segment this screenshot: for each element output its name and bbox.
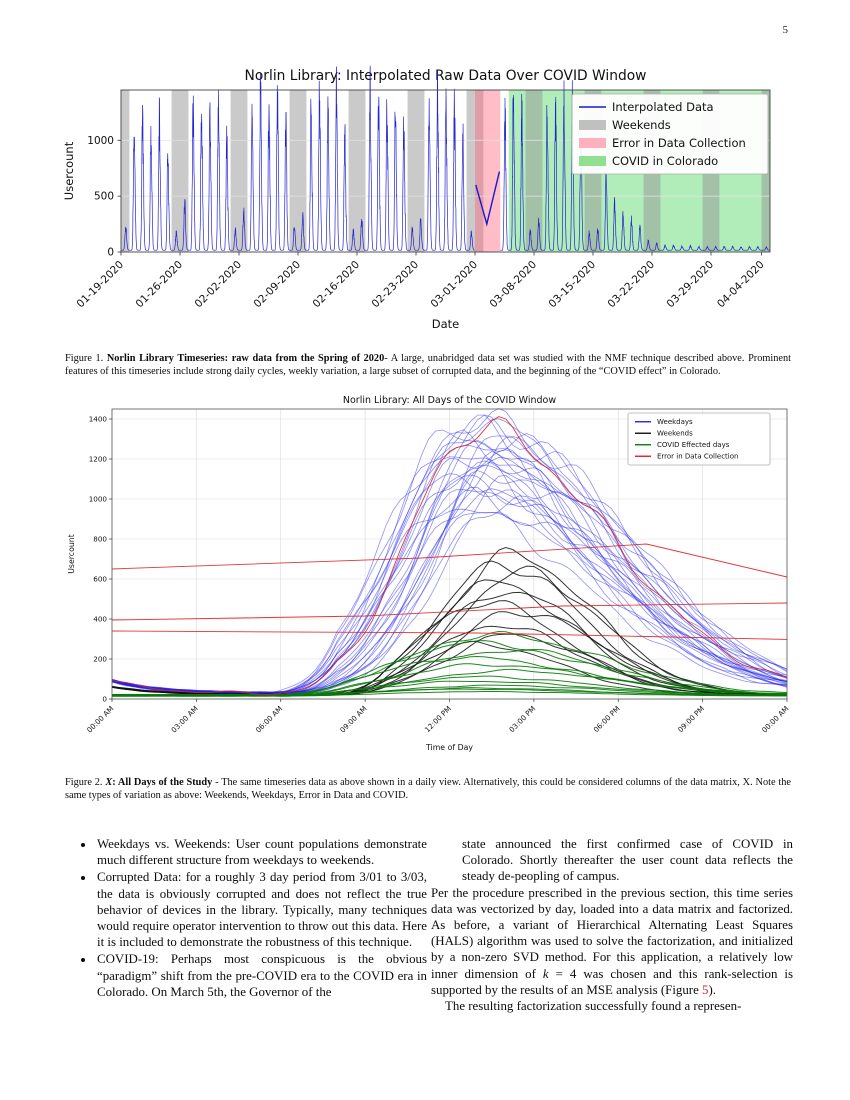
x-tick-label: 12:00 PM: [423, 704, 453, 734]
weekend-band: [289, 90, 307, 252]
text-run: Per the procedure prescribed in the prev…: [431, 885, 793, 981]
y-axis-label: Usercount: [62, 141, 76, 200]
error-bell-series: [111, 416, 788, 696]
x-tick-label: 03-08-2020: [487, 259, 539, 311]
x-tick-label: 01-19-2020: [74, 259, 126, 311]
y-tick-label: 800: [93, 535, 107, 544]
covid-series: [111, 630, 788, 697]
x-tick-label: 01-26-2020: [133, 259, 185, 311]
y-tick-label: 500: [94, 191, 114, 203]
x-tick-label: 03-29-2020: [664, 259, 716, 311]
body-left-column: Weekdays vs. Weekends: User count popula…: [65, 836, 427, 1001]
legend-label: COVID in Colorado: [612, 154, 718, 168]
legend-label: Interpolated Data: [612, 100, 714, 114]
x-tick-label: 02-02-2020: [192, 259, 244, 311]
figure-2-title: Norlin Library: All Days of the COVID Wi…: [343, 395, 556, 406]
x-tick-label: 04-04-2020: [715, 259, 767, 311]
x-tick-label: 03-15-2020: [546, 259, 598, 311]
text-run: k: [542, 966, 549, 981]
legend-swatch-3: [579, 156, 606, 166]
body-right-column: state announced the first confirmed case…: [431, 836, 793, 1014]
bullet-covid-19: COVID-19: Perhaps most conspicuous is th…: [95, 951, 427, 1000]
x-tick-label: 03:00 AM: [169, 704, 199, 734]
x-tick-label: 06:00 AM: [254, 704, 284, 734]
legend-swatch-1: [579, 120, 606, 130]
x-tick-label: 00:00 AM: [760, 704, 790, 734]
x-tick-label: 03:00 PM: [507, 704, 537, 734]
y-tick-label: 1000: [87, 135, 114, 147]
text-run: Figure 2.: [65, 777, 106, 788]
x-tick-label: 09:00 PM: [676, 704, 706, 734]
weekend-band: [407, 90, 425, 252]
x-tick-label: 03-22-2020: [605, 259, 657, 311]
figure-2-caption: Figure 2. X: All Days of the Study - The…: [65, 776, 791, 803]
paragraph-result: The resulting factorization successfully…: [445, 999, 742, 1014]
y-tick-label: 600: [93, 575, 107, 584]
bullet-continuation-text: state announced the first confirmed case…: [462, 837, 793, 884]
text-run: = 4 was chosen and this rank-selection i…: [431, 966, 794, 997]
y-tick-label: 400: [93, 615, 107, 624]
x-tick-label: 03-01-2020: [428, 259, 480, 311]
legend-label: Error in Data Collection: [612, 136, 746, 150]
text-run: ).: [708, 982, 716, 997]
text-run: Figure 1.: [65, 353, 107, 364]
x-tick-label: 00:00 AM: [85, 704, 115, 734]
figure-2-chart: Norlin Library: All Days of the COVID Wi…: [67, 395, 790, 752]
paragraph-factorization: Per the procedure prescribed in the prev…: [431, 885, 793, 998]
figure-2-legend: Weekdays Weekends COVID Effected days Error…: [627, 412, 771, 466]
figure-1-title: Norlin Library: Interpolated Raw Data Ov…: [245, 68, 647, 84]
legend-label: Weekends: [612, 118, 671, 132]
interpolated-segment: [475, 171, 501, 227]
weekend-band: [525, 90, 543, 252]
y-tick-label: 1200: [89, 455, 108, 464]
x-tick-label: 02-23-2020: [369, 259, 421, 311]
text-run: X: [105, 777, 113, 788]
y-tick-label: 1400: [89, 415, 108, 424]
weekend-band: [348, 90, 366, 252]
text-run: Norlin Library Timeseries: raw data from…: [106, 353, 385, 364]
interpolated-data-series: [121, 65, 770, 251]
plot-frame: [120, 89, 771, 253]
legend-label: COVID Effected days: [657, 441, 730, 449]
legend-swatch-2: [579, 138, 606, 148]
figure-1-caption: Figure 1. Norlin Library Timeseries: raw…: [65, 352, 791, 379]
x-tick-label: 02-16-2020: [310, 259, 362, 311]
y-tick-label: 0: [107, 247, 114, 259]
text-run: - The same timeseries data as above show…: [65, 777, 791, 802]
error-series: [111, 543, 788, 640]
weekend-band: [121, 90, 130, 252]
weekend-band: [466, 90, 484, 252]
x-tick-label: 02-09-2020: [251, 259, 303, 311]
error-band: [475, 90, 501, 252]
bullet-weekdays-vs-weekends: Weekdays vs. Weekends: User count popula…: [95, 836, 427, 868]
figure-1-legend: Interpolated Data Weekends Error in Data C…: [571, 93, 769, 175]
y-tick-label: 1000: [89, 495, 108, 504]
bullet-corrupted-data: Corrupted Data: for a roughly 3 day peri…: [95, 869, 427, 950]
text-run: - A large, unabridged data set was studi…: [65, 353, 791, 378]
x-axis-label: Time of Day: [425, 743, 473, 752]
page-number: 5: [782, 24, 789, 36]
bullet-list: Weekdays vs. Weekends: User count popula…: [65, 836, 427, 1000]
figure-5-reference[interactable]: 5: [702, 982, 709, 997]
y-tick-label: 200: [93, 655, 107, 664]
y-tick-label: 0: [102, 695, 107, 704]
x-tick-label: 06:00 PM: [592, 704, 622, 734]
y-axis-label: Usercount: [67, 534, 76, 574]
x-tick-label: 09:00 AM: [338, 704, 368, 734]
text-run: : All Days of the Study: [112, 777, 213, 788]
legend-label: Weekdays: [657, 418, 693, 426]
x-axis-label: Date: [432, 317, 460, 331]
legend-label: Error in Data Collection: [657, 453, 738, 461]
weekend-band: [230, 90, 248, 252]
figure-1-chart: Norlin Library: Interpolated Raw Data Ov…: [62, 65, 771, 331]
legend-label: Weekends: [657, 430, 693, 438]
